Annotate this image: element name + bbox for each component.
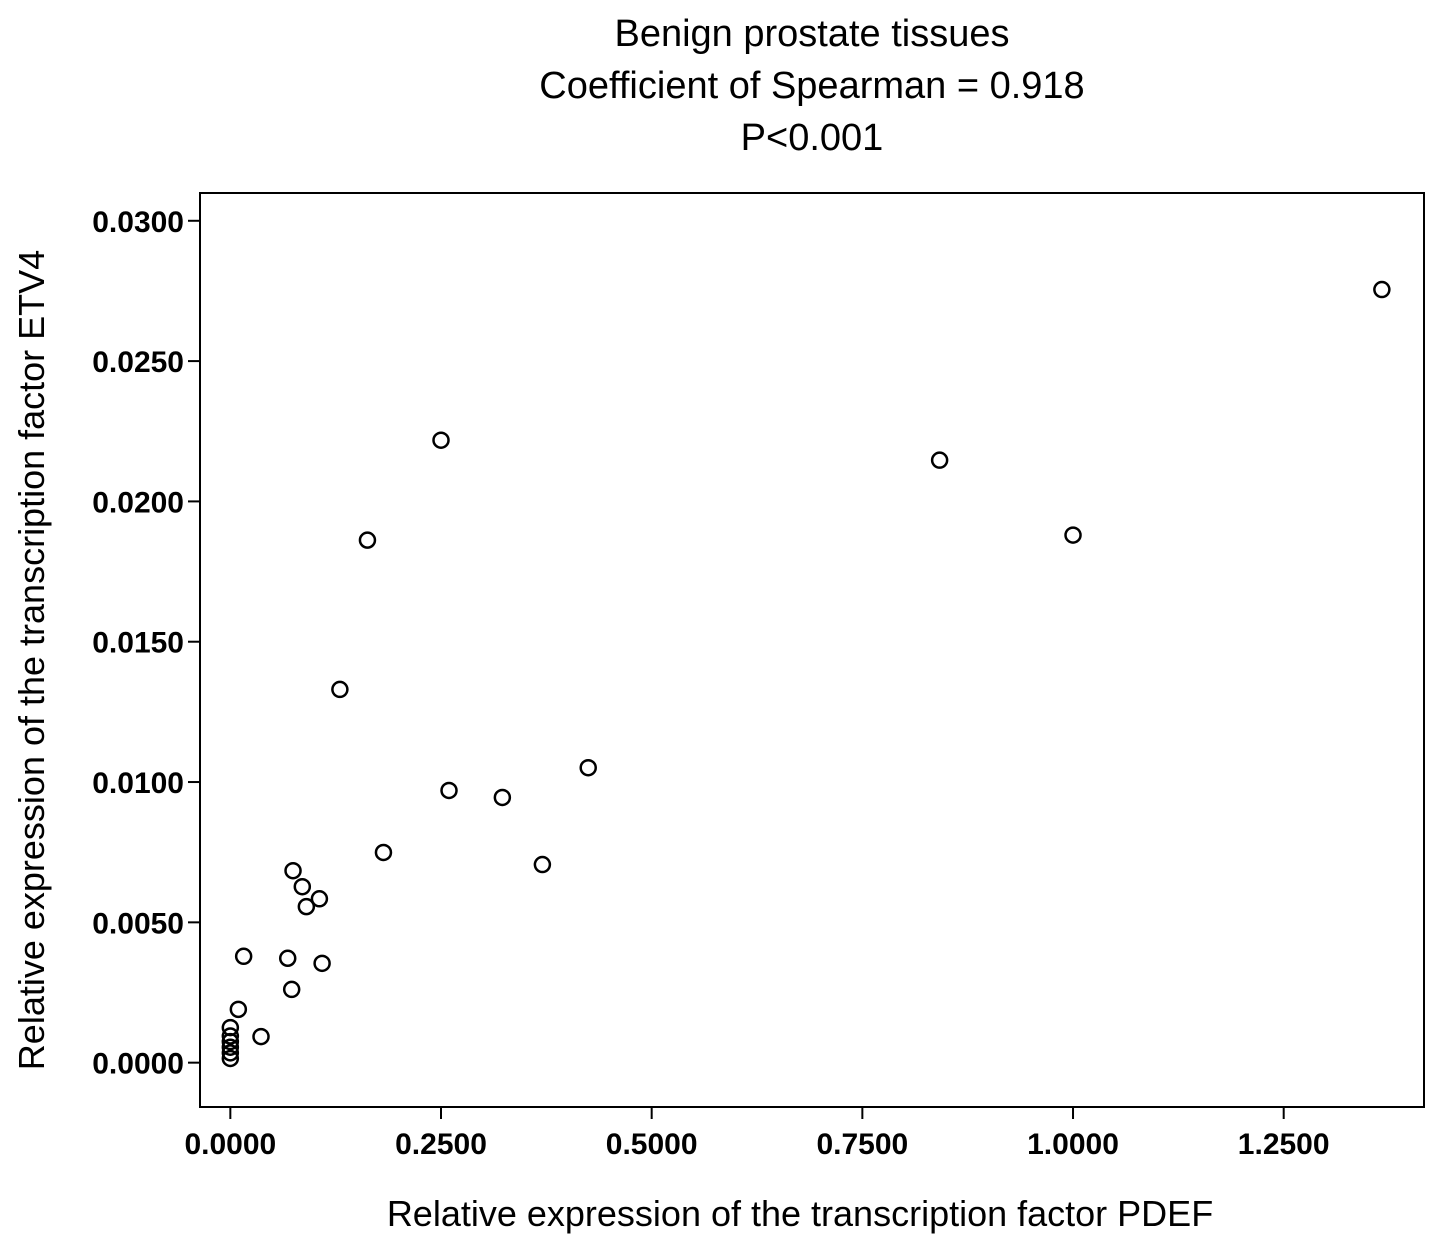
x-tick-label: 0.0000	[184, 1128, 276, 1161]
data-point	[293, 877, 312, 896]
chart-title: Benign prostate tissues	[614, 13, 1010, 55]
data-point	[493, 788, 512, 807]
data-point	[930, 451, 949, 469]
x-axis-label: Relative expression of the transcription…	[387, 1193, 1213, 1234]
data-point	[297, 897, 316, 916]
data-point	[234, 947, 253, 966]
y-axis-label: Relative expression of the transcription…	[11, 250, 52, 1070]
data-point	[579, 758, 597, 777]
data-point	[221, 1049, 240, 1068]
data-point	[221, 1044, 240, 1062]
y-tick-label: 0.0150	[92, 627, 184, 660]
plot-frame	[199, 192, 1425, 1108]
data-point	[221, 1032, 240, 1051]
x-tick-label: 1.2500	[1238, 1128, 1330, 1161]
data-point	[252, 1027, 270, 1046]
data-point	[221, 1027, 240, 1045]
x-axis-ticks: 0.0000 0.2500 0.5000 0.7500 1.0000 1.2500	[184, 1107, 1330, 1161]
data-point	[1373, 280, 1391, 299]
y-tick-label: 0.0250	[92, 346, 184, 379]
data-point	[432, 431, 450, 449]
data-point	[1064, 526, 1082, 544]
y-tick-label: 0.0300	[92, 206, 184, 239]
y-tick-label: 0.0100	[92, 767, 184, 800]
data-point	[310, 890, 329, 908]
chart-subtitle-2: P<0.001	[740, 117, 884, 159]
chart-subtitle: Coefficient of Spearman = 0.918	[539, 65, 1085, 107]
data-point	[374, 843, 393, 862]
data-point	[313, 954, 331, 973]
data-point	[533, 855, 552, 874]
y-axis-ticks: 0.0000 0.0050 0.0100 0.0150 0.0200 0.0250 0.03…	[92, 206, 200, 1081]
data-point	[331, 680, 349, 699]
data-point	[282, 980, 301, 999]
data-point	[284, 861, 302, 880]
data-point	[440, 781, 458, 800]
data-point	[278, 949, 297, 968]
data-point	[221, 1038, 240, 1056]
data-point	[358, 531, 377, 549]
x-tick-label: 0.5000	[606, 1128, 698, 1161]
x-tick-label: 0.7500	[816, 1128, 908, 1161]
y-tick-label: 0.0050	[92, 907, 184, 940]
data-point	[229, 1000, 248, 1019]
title-block: Benign prostate tissues Coefficient of S…	[200, 8, 1424, 164]
y-tick-label: 0.0200	[92, 486, 184, 519]
x-tick-label: 0.2500	[395, 1128, 487, 1161]
x-tick-label: 1.0000	[1027, 1128, 1119, 1161]
y-tick-label: 0.0000	[92, 1048, 184, 1081]
data-points	[221, 280, 1391, 1068]
